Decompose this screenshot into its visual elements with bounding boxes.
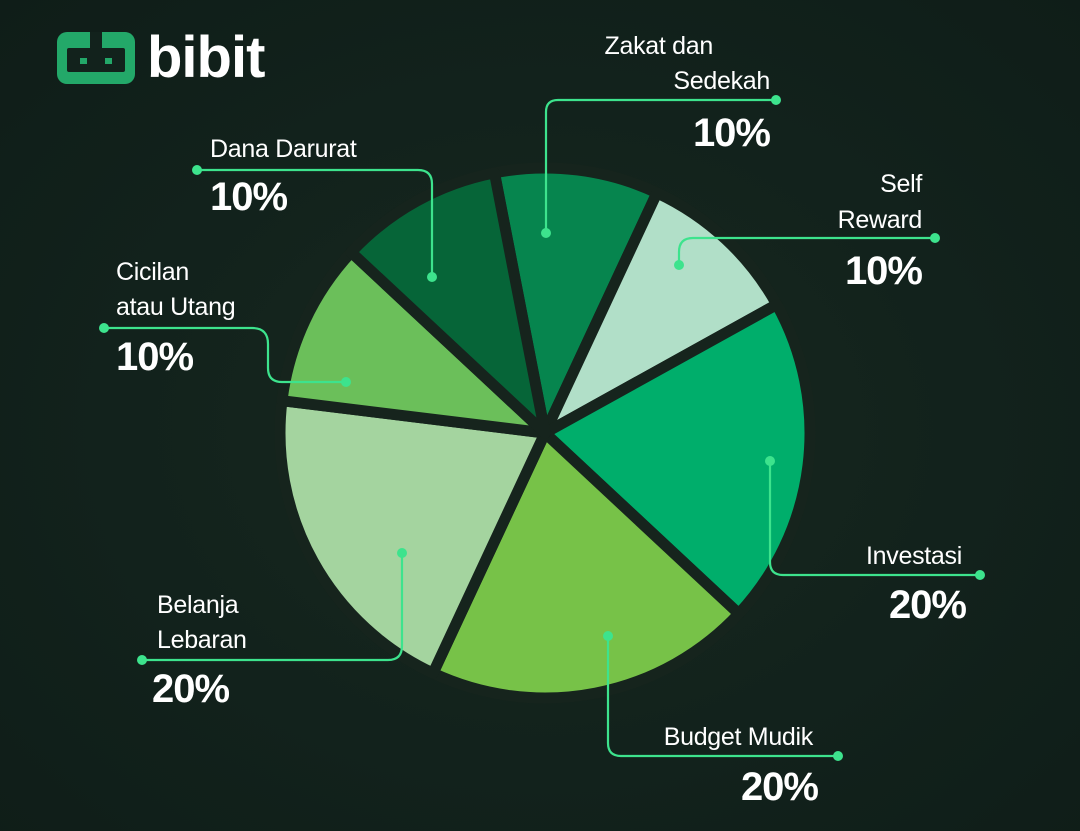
connector-end-dot bbox=[833, 751, 843, 761]
slice-anchor-dot bbox=[341, 377, 351, 387]
pie-slice-self-reward bbox=[539, 187, 783, 439]
callout-cicilan-atau-utang: Cicilan atau Utang 10% bbox=[99, 258, 351, 387]
callout-zakat-dan-sedekah: Zakat dan Sedekah 10% bbox=[541, 32, 781, 238]
slice-label: atau Utang bbox=[116, 293, 235, 321]
callout-belanja-lebaran: Belanja Lebaran 20% bbox=[137, 548, 407, 711]
slice-label: Investasi bbox=[866, 542, 962, 570]
connector-line bbox=[768, 461, 980, 577]
slice-anchor-dot bbox=[541, 228, 551, 238]
slice-anchor-dot bbox=[397, 548, 407, 558]
callout-self-reward: Self Reward 10% bbox=[674, 170, 940, 293]
slice-anchor-dot bbox=[603, 631, 613, 641]
slice-label: Budget Mudik bbox=[664, 723, 814, 751]
slice-value-label: 10% bbox=[116, 335, 193, 379]
connector-end-dot bbox=[137, 655, 147, 665]
callout-investasi: Investasi 20% bbox=[765, 456, 985, 627]
bibit-logo-wordmark: bibit bbox=[147, 25, 265, 90]
bibit-logo: bibit bbox=[57, 25, 265, 90]
slice-label: Sedekah bbox=[673, 67, 770, 95]
slice-value-label: 20% bbox=[741, 765, 818, 809]
slice-value-label: 10% bbox=[693, 111, 770, 155]
connector-line bbox=[142, 553, 404, 662]
slice-value-label: 20% bbox=[889, 583, 966, 627]
pie-slice-investasi bbox=[539, 299, 816, 620]
connector-line bbox=[197, 168, 434, 277]
connector-end-dot bbox=[975, 570, 985, 580]
connector-end-dot bbox=[99, 323, 109, 333]
connector-line bbox=[606, 636, 838, 758]
connector-end-dot bbox=[192, 165, 202, 175]
pie-slices bbox=[274, 162, 816, 704]
pie-slice-dana-darurat bbox=[345, 167, 551, 439]
connector-line bbox=[544, 98, 776, 233]
slice-label: Cicilan bbox=[116, 258, 189, 286]
slice-anchor-dot bbox=[427, 272, 437, 282]
connector-line bbox=[677, 236, 935, 265]
callout-budget-mudik: Budget Mudik 20% bbox=[603, 631, 843, 809]
slice-anchor-dot bbox=[674, 260, 684, 270]
bibit-logo-icon bbox=[57, 32, 135, 84]
pie-slice-budget-mudik bbox=[427, 427, 745, 704]
connector-end-dot bbox=[771, 95, 781, 105]
slice-value-label: 10% bbox=[845, 249, 922, 293]
slice-value-label: 10% bbox=[210, 175, 287, 219]
slice-label: Lebaran bbox=[157, 626, 247, 654]
slice-anchor-dot bbox=[765, 456, 775, 466]
slice-label: Dana Darurat bbox=[210, 135, 357, 163]
slice-value-label: 20% bbox=[152, 667, 229, 711]
connector-line bbox=[104, 326, 346, 384]
pie-slice-cicilan-atau-utang bbox=[276, 246, 551, 439]
slice-label: Zakat dan bbox=[605, 32, 713, 60]
connector-end-dot bbox=[930, 233, 940, 243]
slice-label: Self bbox=[880, 170, 922, 198]
callout-dana-darurat: Dana Darurat 10% bbox=[192, 135, 437, 282]
slice-label: Belanja bbox=[157, 591, 239, 619]
slice-label: Reward bbox=[838, 206, 922, 234]
